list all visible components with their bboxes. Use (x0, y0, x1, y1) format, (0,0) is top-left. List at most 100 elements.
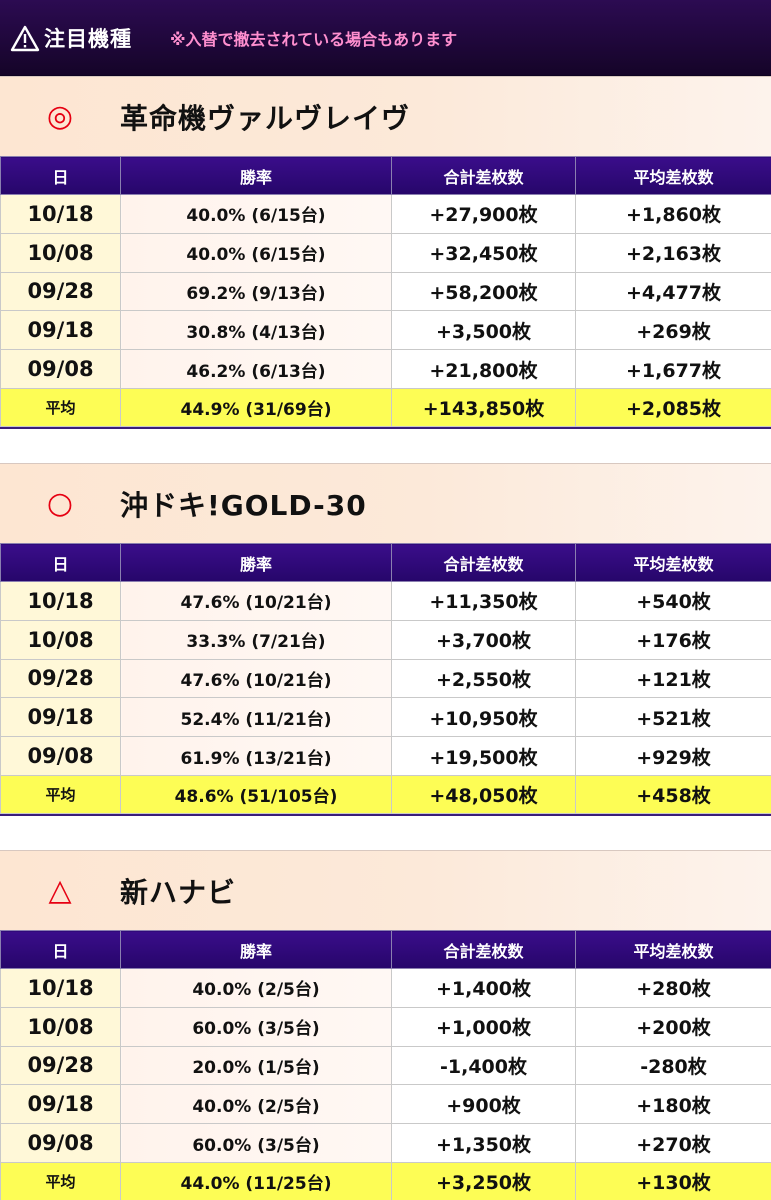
col-header-total-diff: 合計差枚数 (391, 930, 576, 969)
total-diff-cell: +1,000枚 (391, 1006, 576, 1047)
total-diff-cell: +3,700枚 (391, 619, 576, 660)
average-row: 平均 48.6% (51/105台) +48,050枚 +458枚 (0, 774, 771, 814)
table-row: 10/08 40.0% (6/15台) +32,450枚 +2,163枚 (0, 232, 771, 273)
total-diff-cell: +1,400枚 (391, 968, 576, 1008)
win-rate-cell: 61.9% (13/21台) (120, 736, 392, 776)
machine-section: △ 新ハナビ 日 勝率 合計差枚数 平均差枚数 10/18 40.0% (2/5… (0, 850, 771, 1200)
col-header-avg-diff: 平均差枚数 (575, 543, 771, 582)
win-rate-cell: 40.0% (2/5台) (120, 1084, 392, 1125)
win-rate-cell: 40.0% (2/5台) (120, 968, 392, 1008)
table-row: 09/18 52.4% (11/21台) +10,950枚 +521枚 (0, 697, 771, 738)
date-cell: 10/18 (0, 194, 121, 234)
total-diff-cell: +900枚 (391, 1084, 576, 1125)
stats-table: 日 勝率 合計差枚数 平均差枚数 10/18 47.6% (10/21台) +1… (0, 543, 771, 814)
total-diff-cell: +3,500枚 (391, 310, 576, 351)
table-row: 10/18 40.0% (2/5台) +1,400枚 +280枚 (0, 968, 771, 1008)
warning-icon (10, 25, 40, 51)
win-rate-cell: 20.0% (1/5台) (120, 1045, 392, 1086)
date-cell: 09/28 (0, 271, 121, 312)
date-cell: 09/18 (0, 697, 121, 738)
avg-diff-cell: -280枚 (575, 1045, 771, 1086)
avg-diff-cell: +458枚 (575, 774, 771, 814)
win-rate-cell: 44.0% (11/25台) (120, 1161, 392, 1200)
table-row: 09/08 61.9% (13/21台) +19,500枚 +929枚 (0, 736, 771, 776)
col-header-date: 日 (0, 156, 121, 195)
date-cell: 10/18 (0, 581, 121, 621)
machine-section: ◎ 革命機ヴァルヴレイヴ 日 勝率 合計差枚数 平均差枚数 10/18 40.0… (0, 76, 771, 429)
avg-diff-cell: +121枚 (575, 658, 771, 699)
col-header-total-diff: 合計差枚数 (391, 543, 576, 582)
total-diff-cell: +27,900枚 (391, 194, 576, 234)
machine-section: ○ 沖ドキ!GOLD-30 日 勝率 合計差枚数 平均差枚数 10/18 47.… (0, 463, 771, 816)
table-row: 10/08 33.3% (7/21台) +3,700枚 +176枚 (0, 619, 771, 660)
date-cell: 09/08 (0, 349, 121, 389)
win-rate-cell: 52.4% (11/21台) (120, 697, 392, 738)
average-label: 平均 (0, 1161, 121, 1200)
total-diff-cell: +58,200枚 (391, 271, 576, 312)
win-rate-cell: 46.2% (6/13台) (120, 349, 392, 389)
table-row: 10/08 60.0% (3/5台) +1,000枚 +200枚 (0, 1006, 771, 1047)
banner-note: ※入替で撤去されている場合もあります (170, 29, 458, 49)
date-cell: 10/08 (0, 1006, 121, 1047)
table-row: 09/18 30.8% (4/13台) +3,500枚 +269枚 (0, 310, 771, 351)
col-header-win-rate: 勝率 (120, 156, 392, 195)
table-row: 10/18 40.0% (6/15台) +27,900枚 +1,860枚 (0, 194, 771, 234)
avg-diff-cell: +130枚 (575, 1161, 771, 1200)
total-diff-cell: +1,350枚 (391, 1123, 576, 1163)
avg-diff-cell: +200枚 (575, 1006, 771, 1047)
col-header-date: 日 (0, 543, 121, 582)
total-diff-cell: +143,850枚 (391, 387, 576, 427)
stats-table: 日 勝率 合計差枚数 平均差枚数 10/18 40.0% (6/15台) +27… (0, 156, 771, 427)
machine-header: ◎ 革命機ヴァルヴレイヴ (0, 76, 771, 156)
col-header-date: 日 (0, 930, 121, 969)
notice-banner: 注目機種 ※入替で撤去されている場合もあります (0, 0, 771, 76)
date-cell: 09/18 (0, 310, 121, 351)
win-rate-cell: 60.0% (3/5台) (120, 1006, 392, 1047)
table-row: 09/28 69.2% (9/13台) +58,200枚 +4,477枚 (0, 271, 771, 312)
avg-diff-cell: +270枚 (575, 1123, 771, 1163)
table-row: 09/28 20.0% (1/5台) -1,400枚 -280枚 (0, 1045, 771, 1086)
table-row: 09/28 47.6% (10/21台) +2,550枚 +121枚 (0, 658, 771, 699)
table-row: 09/18 40.0% (2/5台) +900枚 +180枚 (0, 1084, 771, 1125)
average-row: 平均 44.0% (11/25台) +3,250枚 +130枚 (0, 1161, 771, 1200)
machine-name: 沖ドキ!GOLD-30 (120, 488, 367, 522)
date-cell: 10/08 (0, 232, 121, 273)
win-rate-cell: 47.6% (10/21台) (120, 581, 392, 621)
date-cell: 09/28 (0, 1045, 121, 1086)
win-rate-cell: 40.0% (6/15台) (120, 194, 392, 234)
total-diff-cell: +48,050枚 (391, 774, 576, 814)
win-rate-cell: 44.9% (31/69台) (120, 387, 392, 427)
win-rate-cell: 48.6% (51/105台) (120, 774, 392, 814)
total-diff-cell: +19,500枚 (391, 736, 576, 776)
col-header-win-rate: 勝率 (120, 930, 392, 969)
avg-diff-cell: +176枚 (575, 619, 771, 660)
total-diff-cell: -1,400枚 (391, 1045, 576, 1086)
date-cell: 10/08 (0, 619, 121, 660)
total-diff-cell: +21,800枚 (391, 349, 576, 389)
average-label: 平均 (0, 387, 121, 427)
machine-name: 革命機ヴァルヴレイヴ (120, 101, 411, 135)
date-cell: 09/18 (0, 1084, 121, 1125)
average-row: 平均 44.9% (31/69台) +143,850枚 +2,085枚 (0, 387, 771, 427)
date-cell: 09/08 (0, 1123, 121, 1163)
col-header-avg-diff: 平均差枚数 (575, 930, 771, 969)
date-cell: 10/18 (0, 968, 121, 1008)
win-rate-cell: 60.0% (3/5台) (120, 1123, 392, 1163)
win-rate-cell: 40.0% (6/15台) (120, 232, 392, 273)
total-diff-cell: +10,950枚 (391, 697, 576, 738)
total-diff-cell: +11,350枚 (391, 581, 576, 621)
banner-title: 注目機種 (44, 26, 132, 51)
avg-diff-cell: +4,477枚 (575, 271, 771, 312)
rank-circle-icon: ○ (46, 485, 74, 521)
avg-diff-cell: +929枚 (575, 736, 771, 776)
rank-double-circle-icon: ◎ (46, 98, 74, 134)
machine-header: △ 新ハナビ (0, 850, 771, 930)
date-cell: 09/08 (0, 736, 121, 776)
table-header-row: 日 勝率 合計差枚数 平均差枚数 (0, 156, 771, 195)
avg-diff-cell: +1,677枚 (575, 349, 771, 389)
win-rate-cell: 33.3% (7/21台) (120, 619, 392, 660)
col-header-win-rate: 勝率 (120, 543, 392, 582)
avg-diff-cell: +280枚 (575, 968, 771, 1008)
machine-name: 新ハナビ (120, 875, 237, 909)
avg-diff-cell: +2,163枚 (575, 232, 771, 273)
